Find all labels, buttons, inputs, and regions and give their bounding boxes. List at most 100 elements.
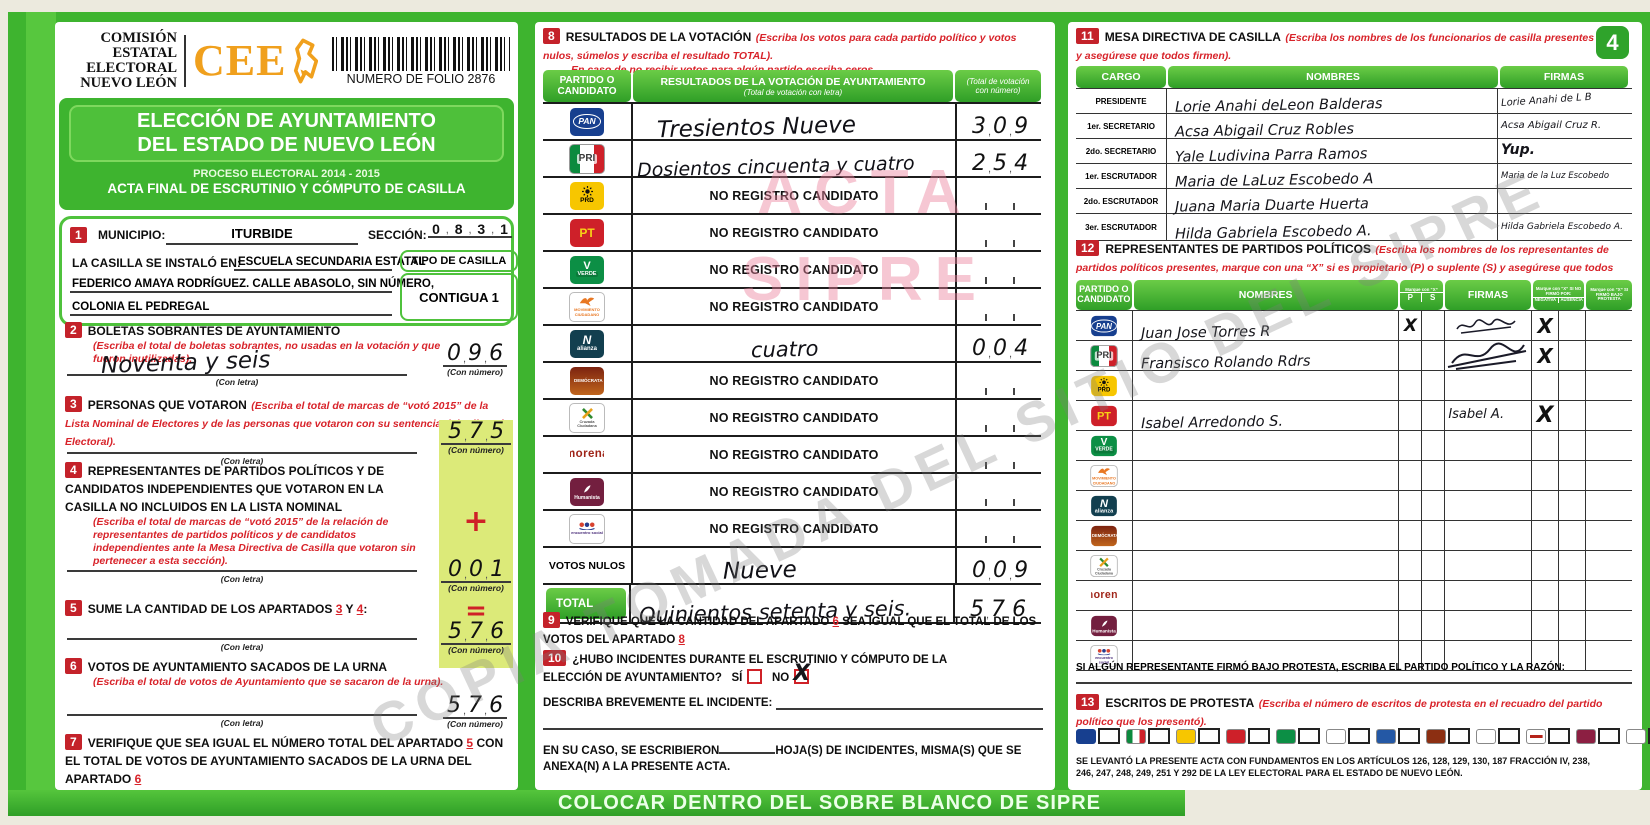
digit: 0: [993, 558, 1007, 584]
section-12-title: REPRESENTANTES DE PARTIDOS POLÍTICOS: [1105, 242, 1371, 256]
encuentro-people-icon: [1097, 648, 1111, 655]
humanista-logo-icon: Humanista: [570, 477, 604, 506]
signature-scrawl-icon: [1456, 318, 1516, 334]
democrata-label: DEMÓCRATA: [1091, 532, 1117, 538]
humanista-label: Humanista: [574, 494, 600, 501]
pri-label: PRI: [576, 152, 598, 164]
results-row-humanista: Humanista NO REGISTRO CANDIDATO: [543, 474, 1041, 511]
plus-sign: +: [463, 504, 489, 539]
bottom-bar-text: COLOCAR DENTRO DEL SOBRE BLANCO DE SIPRE: [558, 792, 1101, 814]
section-9-number: 9: [543, 612, 560, 628]
rep-row-prd: PRD: [1076, 371, 1632, 401]
prd-sun-icon: [1099, 377, 1109, 387]
funcionario-nombre: Acsa Abigail Cruz Robles: [1174, 121, 1355, 141]
numero-ticks: [957, 314, 1043, 321]
numero-ticks: [957, 462, 1043, 469]
con-letra-label: (Con letra): [220, 456, 264, 466]
mesa-row-3er-escrutador: 3er. ESCRUTADOR Hilda Gabriela Escobedo …: [1076, 214, 1632, 243]
numero-ticks: [957, 499, 1043, 506]
section-3-title: PERSONAS QUE VOTARON: [87, 398, 247, 412]
encuentro-protesta-box: [1648, 728, 1650, 744]
col-nofirmo-header: Marque con “X” SI NO FIRMÓ POR: NEGATIVA…: [1532, 280, 1585, 310]
col-numero-line1: (Total de votación: [966, 76, 1030, 86]
humanista-mini-logo-icon: [1576, 728, 1596, 744]
alianza-swoosh-icon: N: [1099, 495, 1108, 509]
section-6-numero: 5 7 6 (Con número): [443, 695, 507, 729]
alianza-votes-letra: cuatro: [750, 336, 819, 363]
sec5-numero: 5 7 6 (Con número): [441, 619, 511, 655]
pan-logo-icon: PAN: [1091, 315, 1117, 336]
middle-panel: 8 RESULTADOS DE LA VOTACIÓN (Escriba los …: [535, 22, 1055, 790]
col-firmas12-header: FIRMAS: [1445, 280, 1531, 310]
pri-votes-letra: Dosientos cincuenta y cuatro: [636, 152, 915, 182]
ref-5: 5: [466, 736, 474, 750]
rep-row-encuentro: encuentro social: [1076, 641, 1632, 671]
funcionario-firma: Lorie Anahi de L B: [1500, 91, 1593, 110]
org-name: COMISIÓN ESTATAL ELECTORAL NUEVO LEÓN: [65, 30, 177, 92]
cruzada-protesta-box: [1498, 728, 1520, 744]
rep-row-pt: PT Isabel Arredondo S. Isabel A. X: [1076, 401, 1632, 432]
colon: :: [363, 602, 368, 616]
verde-logo-icon: V VERDE: [570, 255, 604, 284]
section-7-verifique: 7 VERIFIQUE QUE SEA IGUAL EL NÚMERO TOTAL…: [65, 734, 505, 788]
results-table: PARTIDO O CANDIDATO RESULTADOS DE LA VOT…: [543, 70, 1043, 628]
results-row-democrata: DEMÓCRATA NO REGISTRO CANDIDATO: [543, 363, 1041, 400]
cruzada-x-icon: [581, 407, 593, 419]
digit: 9: [468, 341, 482, 366]
pri-label: PRI: [1094, 349, 1114, 361]
signature-scrawl-icon: [1448, 342, 1527, 370]
digit: 7: [469, 619, 483, 644]
section-9-text-a: VERIFIQUE QUE LA CANTIDAD DEL APARTADO: [565, 616, 830, 628]
pt-logo-icon: PT: [1091, 405, 1117, 426]
section-5-number: 5: [65, 600, 82, 616]
digit: 6: [1012, 597, 1027, 623]
con-letra-label: (Con letra): [220, 642, 264, 652]
con-numero-label: (Con número): [447, 366, 503, 377]
democrata-protesta-box: [1448, 728, 1470, 744]
seccion-digit: 3: [477, 221, 486, 237]
funcionario-nombre: Maria de LaLuz Escobedo A: [1174, 171, 1374, 191]
sec4-numero: 0 0 1 (Con número): [441, 557, 511, 593]
pan-label: PAN: [1091, 318, 1117, 333]
cruzada-ciudadana-logo-icon: Cruzada Ciudadana: [569, 402, 605, 433]
mc-label: MOVIMIENTO CIUDADANO: [574, 307, 600, 317]
section-1-casilla-box: 1 MUNICIPIO: ITURBIDE SECCIÓN: 0 8 3 1 L…: [59, 216, 518, 326]
section-5-letra-line: [67, 634, 417, 640]
rep-row-pri: PRI Fransisco Rolando Rdrs X: [1076, 341, 1632, 372]
lugar-line: [70, 298, 392, 316]
results-row-morena: morena NO REGISTRO CANDIDATO: [543, 437, 1041, 474]
cruzada-label: Cruzada Ciudadana: [577, 419, 597, 428]
org-line: ESTATAL: [112, 44, 177, 61]
section-2-boletas: 2 BOLETAS SOBRANTES DE AYUNTAMIENTO (Escr…: [65, 322, 507, 387]
results-row-pan: PAN Tresientos Nueve 309: [543, 104, 1041, 144]
morena-label: morena: [570, 447, 604, 460]
partido-democrata-logo-icon: DEMÓCRATA: [1091, 525, 1117, 546]
section-4-number: 4: [65, 462, 82, 478]
digit: 0: [447, 557, 462, 582]
mesa-row-presidente: PRESIDENTE Lorie Anahi deLeon Balderas L…: [1076, 88, 1632, 116]
mc-eagle-icon: [1098, 467, 1110, 475]
nofirmo-label: Marque con “X” SI NO FIRMÓ POR:: [1535, 286, 1582, 297]
rep-row-verde: V VERDE: [1076, 431, 1632, 461]
section-2-instr: (Escriba el total de boletas sobrantes, …: [93, 340, 441, 366]
municipio-value: ITURBIDE: [231, 226, 293, 241]
negativa-mark: X: [1537, 343, 1553, 368]
no-registro-text: NO REGISTRO CANDIDATO: [709, 262, 879, 277]
org-line: NUEVO LEÓN: [80, 75, 177, 92]
funcionario-firma: Yup.: [1501, 142, 1535, 159]
election-title: ELECCIÓN DE AYUNTAMIENTO DEL ESTADO DE N…: [69, 105, 504, 163]
digit: 0: [446, 341, 461, 366]
acta-line: ACTA FINAL DE ESCRUTINIO Y CÓMPUTO DE CA…: [107, 181, 466, 197]
mc-mini-logo-icon: [1326, 728, 1346, 744]
lugar-line-1: ESCUELA SECUNDARIA ESTATAL: [238, 256, 426, 268]
lugar-line: [70, 275, 392, 293]
nulos-votes-letra: Nueve: [722, 557, 798, 586]
col-letra-line2: (Total de votación con letra): [743, 87, 843, 97]
ausencia-label: AUSENCIA: [1560, 296, 1583, 302]
humanista-feather-icon: [584, 484, 591, 493]
col-letra-line1: RESULTADOS DE LA VOTACIÓN DE AYUNTAMIENT…: [660, 75, 926, 88]
lugar-line-2: FEDERICO AMAYA RODRÍGUEZ. CALLE ABASOLO,…: [72, 278, 435, 290]
encuentro-social-logo-icon: encuentro social: [569, 513, 605, 544]
funcionario-nombre: Lorie Anahi deLeon Balderas: [1174, 96, 1383, 116]
bottom-bar: [8, 790, 1185, 816]
